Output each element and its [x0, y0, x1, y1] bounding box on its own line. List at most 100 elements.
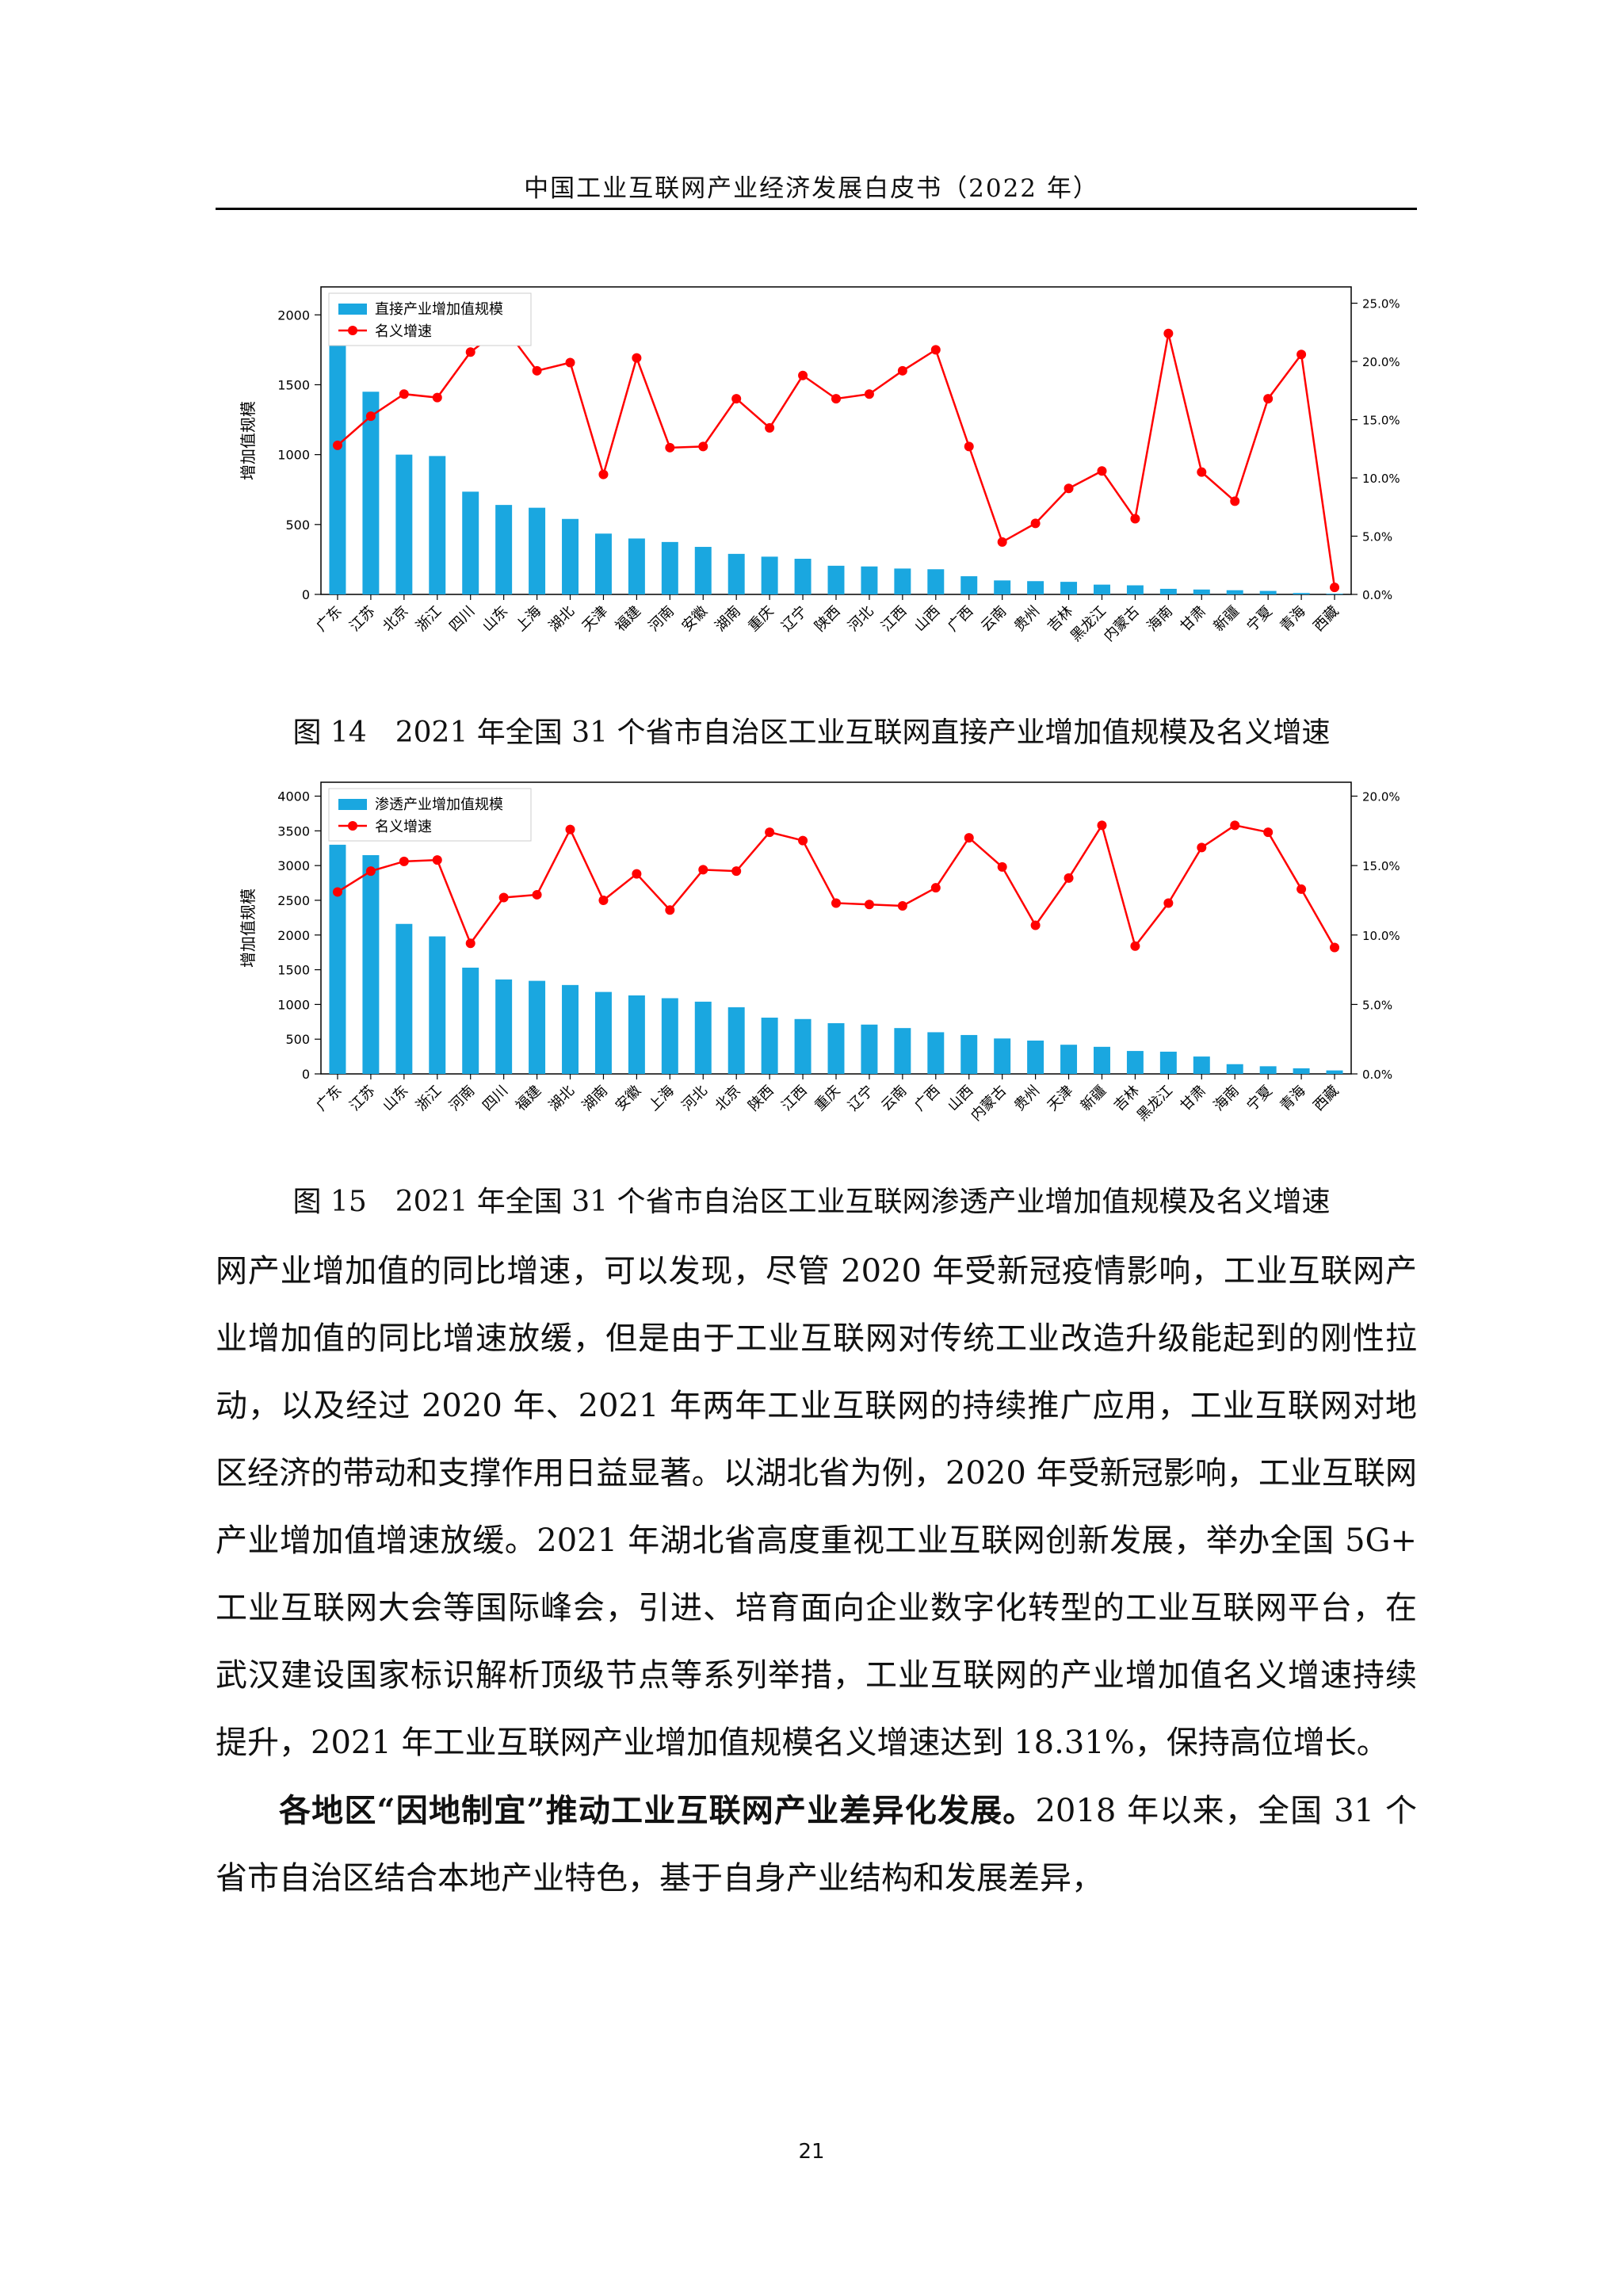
bar	[1094, 584, 1110, 594]
x-tick-label: 江西	[878, 603, 910, 635]
x-tick-label: 云南	[978, 603, 1010, 635]
growth-point	[332, 440, 342, 450]
growth-point	[565, 357, 575, 368]
y2-tick-label: 20.0%	[1362, 355, 1400, 369]
bar	[960, 576, 978, 594]
bar	[861, 1024, 878, 1074]
chart-svg: 0 500 1000 1500 2000 0.0% 5.0% 10.0% 15.0% 20.0% 2…	[239, 286, 1400, 645]
growth-point	[1197, 842, 1207, 853]
growth-line	[337, 325, 1336, 588]
growth-point	[897, 900, 907, 911]
bar	[794, 1018, 812, 1074]
bar	[1126, 1051, 1144, 1074]
x-tick-label: 湖南	[579, 1083, 611, 1114]
x-tick-label: 山东	[380, 1083, 411, 1114]
bar	[827, 1023, 845, 1074]
x-tick-label: 广西	[945, 603, 976, 635]
bar	[1060, 1045, 1078, 1074]
growth-point	[598, 895, 609, 905]
bar	[1159, 588, 1177, 594]
x-tick-label: 重庆	[745, 603, 777, 635]
chart-direct-industry: 0 500 1000 1500 2000 0.0% 5.0% 10.0% 15.0% 20.0% 2…	[190, 269, 1426, 682]
growth-point	[930, 883, 941, 893]
growth-point	[532, 365, 542, 376]
growth-point	[632, 353, 642, 363]
y2-tick-label: 0.0%	[1362, 1068, 1392, 1082]
bar	[429, 456, 446, 594]
x-tick-label: 上海	[646, 1083, 678, 1114]
x-tick-label: 重庆	[812, 1083, 843, 1114]
x-tick-label: 新疆	[1078, 1083, 1109, 1114]
bar	[1226, 590, 1243, 594]
growth-point	[1030, 518, 1041, 529]
bar	[694, 547, 712, 594]
y-tick-label: 2000	[277, 928, 310, 943]
x-tick-label: 江苏	[346, 1083, 378, 1114]
growth-point	[1130, 514, 1140, 524]
growth-point	[1197, 467, 1207, 477]
body-text: 网产业增加值的同比增速，可以发现，尽管 2020 年受新冠疫情影响，工业互联网产…	[216, 1238, 1417, 1912]
growth-point	[1030, 920, 1041, 930]
bar	[960, 1034, 978, 1074]
x-tick-label: 青海	[1277, 603, 1308, 635]
bar	[994, 580, 1011, 594]
bar	[462, 491, 479, 594]
growth-point	[332, 887, 342, 897]
bar	[661, 998, 678, 1074]
growth-point	[365, 866, 376, 877]
x-tick-label: 浙江	[413, 1083, 445, 1114]
x-tick-label: 四川	[479, 1083, 511, 1114]
bar	[1259, 590, 1277, 594]
x-tick-label: 西藏	[1310, 1083, 1342, 1114]
bar	[362, 855, 380, 1074]
bar	[529, 980, 546, 1074]
x-tick-label: 湖北	[546, 603, 578, 635]
y2-tick-label: 5.0%	[1362, 530, 1392, 544]
legend-line-marker	[348, 326, 357, 335]
bar	[429, 936, 446, 1074]
y-tick-label: 500	[285, 1032, 310, 1047]
bar	[927, 1032, 945, 1074]
y2-tick-label: 5.0%	[1362, 998, 1392, 1012]
bar	[329, 844, 346, 1074]
x-tick-label: 广西	[911, 1083, 943, 1114]
bar	[1027, 581, 1044, 594]
y2-tick-label: 0.0%	[1362, 588, 1392, 602]
y-tick-label: 500	[285, 518, 310, 533]
growth-point	[698, 865, 708, 875]
x-tick-label: 北京	[712, 1083, 743, 1114]
bar	[761, 556, 778, 594]
paragraph-hubei: 网产业增加值的同比增速，可以发现，尽管 2020 年受新冠疫情影响，工业互联网产…	[216, 1253, 1417, 1761]
growth-point	[432, 392, 442, 403]
bar	[495, 979, 513, 1074]
y2-tick-label: 10.0%	[1362, 929, 1400, 943]
growth-point	[1163, 898, 1174, 908]
bar	[562, 984, 579, 1074]
x-tick-label: 宁夏	[1243, 603, 1275, 635]
bar	[794, 559, 812, 594]
x-tick-label: 上海	[513, 603, 544, 635]
growth-point	[498, 892, 509, 903]
x-tick-label: 辽宁	[778, 603, 810, 635]
x-tick-label: 青海	[1277, 1083, 1308, 1114]
x-tick-label: 河南	[446, 1083, 478, 1114]
x-tick-label: 天津	[579, 603, 611, 635]
x-tick-label: 广东	[313, 603, 345, 635]
x-tick-label: 海南	[1144, 603, 1176, 635]
growth-point	[432, 855, 442, 865]
x-tick-label: 贵州	[1011, 1083, 1043, 1114]
bar	[1126, 585, 1144, 594]
x-tick-label: 黑龙江	[1067, 603, 1109, 645]
x-tick-label: 内蒙古	[968, 1083, 1010, 1125]
y-tick-label: 0	[302, 1067, 310, 1082]
legend-line-label: 名义增速	[375, 819, 432, 835]
x-tick-label: 福建	[613, 603, 644, 635]
legend-box	[328, 788, 532, 842]
bar	[861, 566, 878, 594]
growth-point	[1163, 328, 1174, 338]
y2-tick-label: 15.0%	[1362, 414, 1400, 428]
figure-14-caption: 图 14 2021 年全国 31 个省市自治区工业互联网直接产业增加值规模及名义…	[292, 716, 1331, 749]
growth-point	[665, 905, 675, 915]
bar	[1259, 1066, 1277, 1074]
